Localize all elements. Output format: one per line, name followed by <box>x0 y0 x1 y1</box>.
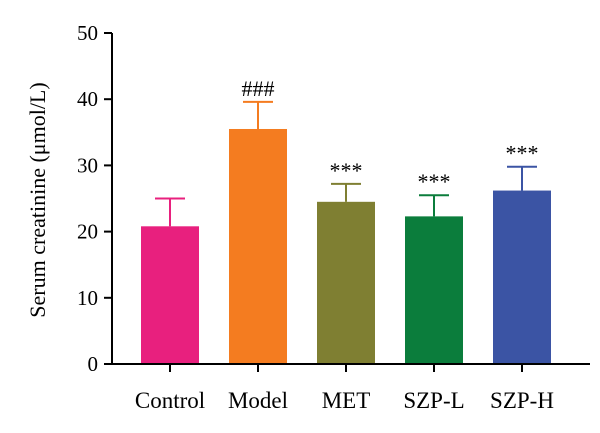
y-tick-label: 50 <box>77 21 98 45</box>
y-tick-label: 40 <box>77 87 98 111</box>
bar <box>317 201 375 364</box>
x-tick-label: MET <box>322 388 371 413</box>
y-tick-label: 20 <box>77 220 98 244</box>
x-tick-label: Model <box>228 388 288 413</box>
bar <box>493 190 551 364</box>
y-axis-title: Serum creatinine (μmol/L) <box>25 82 50 317</box>
significance-label: *** <box>506 141 539 166</box>
significance-label: *** <box>418 169 451 194</box>
y-tick-label: 10 <box>77 286 98 310</box>
y-tick-label: 30 <box>77 153 98 177</box>
bar <box>405 216 463 364</box>
y-axis: 0 10 20 30 40 50 <box>77 21 113 376</box>
y-tick-label: 0 <box>88 352 99 376</box>
bar <box>141 226 199 364</box>
bars: ### *** *** *** <box>141 76 551 364</box>
significance-label: *** <box>330 158 363 183</box>
bar <box>229 128 287 364</box>
x-tick-label: SZP-L <box>403 388 464 413</box>
x-tick-label: Control <box>135 388 205 413</box>
x-axis: Control Model MET SZP-L SZP-H <box>112 363 590 413</box>
significance-label: ### <box>242 76 275 101</box>
x-tick-label: SZP-H <box>490 388 554 413</box>
